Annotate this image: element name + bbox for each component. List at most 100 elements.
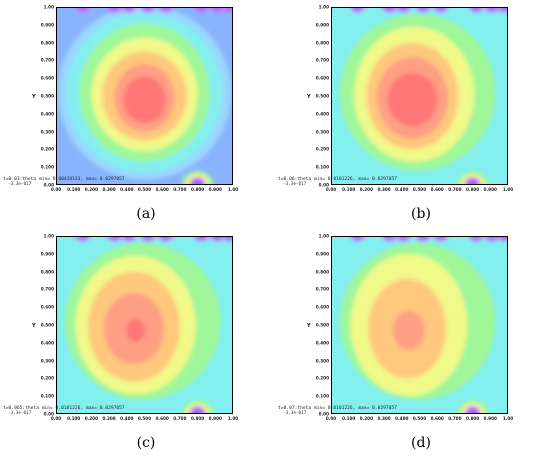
- time-theta-label: t=0.065:theta min= 0.0101226, max= 0.029…: [3, 406, 125, 411]
- origin-label: -3.3e-017: [283, 411, 307, 416]
- contour-plot: [331, 236, 508, 414]
- x-tick-label: 0.700: [448, 187, 462, 192]
- y-tick-label: 0.900: [40, 251, 54, 257]
- x-tick-label: 0.00: [325, 187, 337, 192]
- y-tick-label: 0.100: [315, 164, 329, 170]
- y-tick-label: 0.700: [40, 286, 54, 292]
- x-tick-label: 0.100: [342, 187, 356, 192]
- bottom-hotspot: [467, 180, 478, 185]
- y-tick-label: 0.300: [40, 129, 54, 135]
- x-tick-label: 0.700: [173, 416, 187, 421]
- x-tick-label: 0.00: [50, 187, 62, 192]
- x-tick-label: 0.800: [465, 187, 480, 192]
- y-tick-label: 0.200: [40, 146, 54, 152]
- y-tick-label: 0.800: [40, 40, 54, 46]
- x-tick-label: 1.00: [227, 416, 239, 421]
- x-tick-label: 0.700: [173, 187, 187, 192]
- y-tick-label: 0.400: [315, 111, 329, 117]
- time-theta-label: t=0.07:theta min= 0.0101226, max= 0.0297…: [278, 406, 397, 411]
- y-axis-label: Y: [307, 94, 311, 100]
- x-tick-label: 0.900: [483, 187, 497, 192]
- origin-label: -3.3e-017: [8, 411, 32, 416]
- time-theta-label: t=0.03:theta min= 0.00428133, max= 0.029…: [3, 177, 125, 182]
- contour-svg: [56, 236, 233, 414]
- y-tick-label: 0.500: [315, 93, 329, 99]
- x-tick-label: 0.900: [208, 187, 222, 192]
- y-tick-label: 0.400: [40, 111, 54, 117]
- y-tick-label: 0.00: [318, 411, 329, 417]
- x-tick-label: 0.400: [120, 416, 134, 421]
- x-tick-label: 0.200: [359, 416, 374, 421]
- plot-frame: [56, 7, 233, 185]
- x-tick-label: 0.800: [190, 187, 205, 192]
- contour-svg: [331, 236, 508, 414]
- contour-svg: [56, 7, 233, 185]
- y-tick-label: 0.500: [40, 93, 54, 99]
- x-tick-label: 0.800: [465, 416, 480, 421]
- x-tick-label: 0.900: [208, 416, 222, 421]
- y-tick-label: 0.900: [315, 251, 329, 257]
- origin-label: -3.3e-017: [8, 182, 32, 187]
- y-tick-label: 0.400: [40, 340, 54, 346]
- contour-svg: [331, 7, 508, 185]
- x-tick-label: 0.100: [67, 416, 81, 421]
- figure-panel-b: 1.00 0.900 0.800 0.700 0.600 0.500 0.400 0.300 0…: [275, 0, 550, 229]
- origin-label: -3.3e-017: [283, 182, 307, 187]
- y-tick-label: 1.00: [318, 233, 329, 239]
- y-tick-label: 0.500: [315, 322, 329, 328]
- x-tick-label: 0.500: [137, 416, 152, 421]
- y-tick-label: 0.600: [40, 304, 54, 310]
- x-tick-label: 0.500: [412, 187, 427, 192]
- subfigure-caption: (a): [136, 206, 156, 222]
- y-tick-label: 0.500: [40, 322, 54, 328]
- y-tick-label: 0.00: [318, 182, 329, 188]
- y-tick-label: 0.200: [40, 375, 54, 381]
- y-tick-label: 0.400: [315, 340, 329, 346]
- x-tick-label: 0.200: [84, 187, 99, 192]
- figure-panel-a: 1.00 0.900 0.800 0.700 0.600 0.500 0.400 0.300 0…: [0, 0, 275, 229]
- contour-band-4: [125, 318, 146, 342]
- x-tick-label: 0.300: [377, 187, 391, 192]
- figure-panel-d: 1.00 0.900 0.800 0.700 0.600 0.500 0.400 0.300 0…: [275, 229, 550, 458]
- plot-frame: [331, 7, 508, 185]
- x-tick-label: 0.400: [120, 187, 134, 192]
- contour-plot: [56, 236, 233, 414]
- y-tick-label: 0.600: [315, 304, 329, 310]
- bottom-hotspot: [192, 409, 203, 414]
- y-tick-label: 0.700: [315, 57, 329, 63]
- plot-frame: [56, 236, 233, 414]
- x-tick-label: 0.600: [155, 187, 169, 192]
- x-tick-label: 0.00: [50, 416, 62, 421]
- y-tick-label: 0.800: [315, 269, 329, 275]
- y-axis-label: Y: [307, 323, 311, 329]
- y-tick-label: 0.900: [40, 22, 54, 28]
- y-tick-label: 0.300: [315, 358, 329, 364]
- y-tick-label: 0.200: [315, 375, 329, 381]
- x-tick-label: 0.300: [102, 187, 116, 192]
- y-tick-label: 0.300: [40, 358, 54, 364]
- x-tick-label: 0.400: [395, 187, 409, 192]
- y-tick-label: 0.200: [315, 146, 329, 152]
- bottom-hotspot: [192, 180, 203, 185]
- x-tick-label: 0.200: [84, 416, 99, 421]
- subfigure-caption: (b): [411, 206, 431, 222]
- y-tick-label: 0.700: [40, 57, 54, 63]
- x-tick-label: 0.500: [137, 187, 152, 192]
- time-theta-label: t=0.06:theta min= 0.0101226, max= 0.0297…: [278, 177, 397, 182]
- y-tick-label: 0.600: [40, 75, 54, 81]
- y-tick-label: 0.300: [315, 129, 329, 135]
- figure-panel-c: 1.00 0.900 0.800 0.700 0.600 0.500 0.400 0.300 0…: [0, 229, 275, 458]
- contour-band-3: [392, 310, 425, 350]
- x-tick-label: 0.300: [102, 416, 116, 421]
- x-tick-label: 0.100: [67, 187, 81, 192]
- x-tick-label: 0.600: [430, 187, 444, 192]
- x-tick-label: 0.00: [325, 416, 337, 421]
- x-tick-label: 0.600: [155, 416, 169, 421]
- y-tick-label: 0.100: [40, 164, 54, 170]
- contour-plot: [56, 7, 233, 185]
- x-tick-label: 0.200: [359, 187, 374, 192]
- y-tick-label: 0.800: [40, 269, 54, 275]
- bottom-hotspot: [467, 409, 478, 414]
- x-tick-label: 0.500: [412, 416, 427, 421]
- x-tick-label: 0.800: [190, 416, 205, 421]
